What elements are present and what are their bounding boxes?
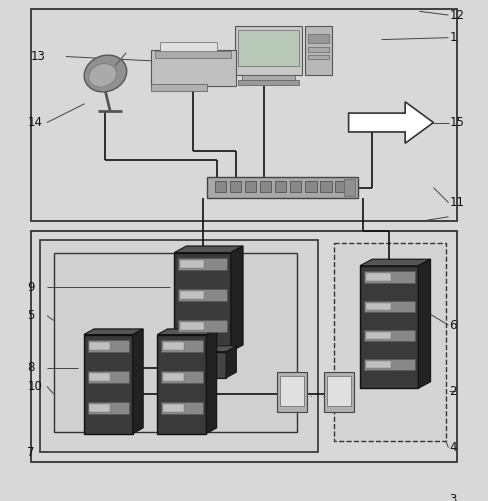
Text: 13: 13 xyxy=(31,50,46,63)
Bar xyxy=(174,253,231,352)
Bar xyxy=(161,402,203,414)
Bar xyxy=(161,340,203,352)
Polygon shape xyxy=(84,329,143,335)
Text: · · ·: · · · xyxy=(310,392,325,402)
Bar xyxy=(163,342,183,350)
Ellipse shape xyxy=(89,64,117,87)
Polygon shape xyxy=(360,259,430,266)
Polygon shape xyxy=(179,346,237,352)
Text: 14: 14 xyxy=(27,116,42,129)
Bar xyxy=(275,181,286,192)
Text: 5: 5 xyxy=(27,309,35,322)
Bar xyxy=(230,181,241,192)
Bar xyxy=(366,274,391,281)
Text: 4: 4 xyxy=(449,441,457,454)
Bar xyxy=(87,402,129,414)
Bar xyxy=(366,303,391,310)
Text: 2: 2 xyxy=(449,385,457,398)
Bar xyxy=(160,43,217,52)
Bar xyxy=(277,372,307,412)
Bar xyxy=(308,55,329,60)
Bar xyxy=(180,260,204,268)
Bar xyxy=(163,373,183,381)
Text: 15: 15 xyxy=(449,116,464,129)
Bar xyxy=(360,266,418,388)
Bar xyxy=(84,335,133,433)
Bar xyxy=(364,272,415,283)
Bar xyxy=(155,51,231,59)
Bar xyxy=(178,290,227,301)
Ellipse shape xyxy=(84,55,127,92)
Bar xyxy=(89,342,110,350)
Bar xyxy=(344,179,355,196)
Bar xyxy=(366,361,391,369)
Polygon shape xyxy=(133,329,143,433)
Bar xyxy=(327,376,351,406)
Bar xyxy=(87,371,129,383)
Text: 3: 3 xyxy=(449,493,457,501)
Bar xyxy=(366,332,391,339)
Text: 8: 8 xyxy=(27,361,35,374)
Bar xyxy=(238,30,299,66)
Bar xyxy=(87,340,129,352)
Text: 1: 1 xyxy=(449,31,457,44)
Bar xyxy=(207,177,358,198)
Bar xyxy=(245,181,256,192)
Bar xyxy=(335,181,347,192)
Bar xyxy=(364,359,415,370)
Text: 6: 6 xyxy=(449,319,457,332)
Bar xyxy=(364,330,415,341)
Bar xyxy=(308,34,329,44)
Bar xyxy=(31,10,457,221)
Bar xyxy=(305,27,332,75)
Text: 9: 9 xyxy=(27,281,35,294)
Polygon shape xyxy=(231,246,243,352)
Bar xyxy=(364,301,415,312)
Bar xyxy=(320,181,332,192)
Bar xyxy=(89,373,110,381)
Bar xyxy=(179,352,226,378)
Bar xyxy=(31,231,457,462)
Bar xyxy=(178,258,227,270)
Bar xyxy=(238,80,299,85)
Bar xyxy=(215,181,226,192)
Polygon shape xyxy=(418,259,430,388)
Polygon shape xyxy=(226,346,237,378)
Text: 11: 11 xyxy=(449,196,465,209)
Bar xyxy=(54,253,297,432)
Bar xyxy=(242,75,295,81)
Bar xyxy=(180,322,204,330)
Bar xyxy=(41,240,319,452)
Polygon shape xyxy=(157,329,217,335)
Bar xyxy=(180,291,204,299)
Bar xyxy=(157,335,206,433)
Text: 10: 10 xyxy=(27,380,42,393)
Polygon shape xyxy=(206,329,217,433)
Bar xyxy=(151,50,236,86)
Bar xyxy=(260,181,271,192)
Bar xyxy=(163,404,183,412)
Bar xyxy=(308,47,329,52)
Bar xyxy=(280,376,305,406)
Bar xyxy=(235,27,303,75)
Bar xyxy=(334,243,446,441)
Bar xyxy=(89,404,110,412)
Bar xyxy=(178,321,227,332)
Bar xyxy=(161,371,203,383)
Bar xyxy=(305,181,317,192)
Polygon shape xyxy=(174,246,243,253)
Polygon shape xyxy=(348,102,433,143)
Bar xyxy=(151,84,207,91)
Bar xyxy=(290,181,302,192)
Bar xyxy=(324,372,354,412)
Text: 12: 12 xyxy=(449,9,465,22)
Text: 7: 7 xyxy=(27,446,35,459)
